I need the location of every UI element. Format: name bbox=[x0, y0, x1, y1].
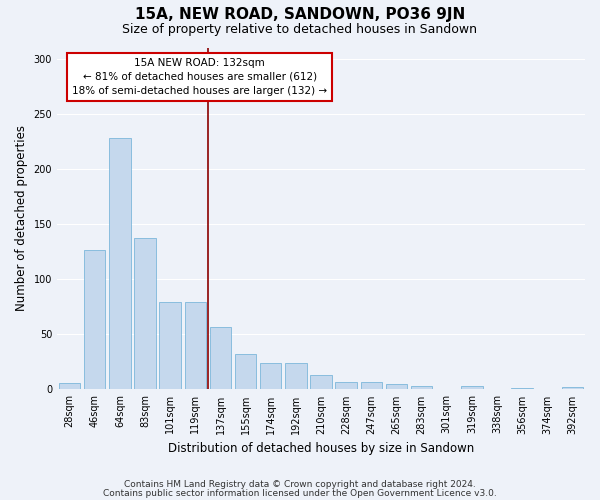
Bar bbox=[109, 138, 131, 390]
Bar bbox=[361, 382, 382, 390]
Bar bbox=[335, 382, 357, 390]
Y-axis label: Number of detached properties: Number of detached properties bbox=[15, 126, 28, 312]
Bar bbox=[285, 363, 307, 390]
Text: Contains HM Land Registry data © Crown copyright and database right 2024.: Contains HM Land Registry data © Crown c… bbox=[124, 480, 476, 489]
Bar bbox=[59, 383, 80, 390]
Bar bbox=[185, 302, 206, 390]
Bar bbox=[134, 238, 156, 390]
Bar bbox=[511, 388, 533, 390]
Text: 15A NEW ROAD: 132sqm
← 81% of detached houses are smaller (612)
18% of semi-deta: 15A NEW ROAD: 132sqm ← 81% of detached h… bbox=[72, 58, 327, 96]
Text: Size of property relative to detached houses in Sandown: Size of property relative to detached ho… bbox=[122, 22, 478, 36]
Text: 15A, NEW ROAD, SANDOWN, PO36 9JN: 15A, NEW ROAD, SANDOWN, PO36 9JN bbox=[135, 8, 465, 22]
Bar bbox=[386, 384, 407, 390]
Text: Contains public sector information licensed under the Open Government Licence v3: Contains public sector information licen… bbox=[103, 489, 497, 498]
Bar bbox=[411, 386, 432, 390]
Bar bbox=[310, 375, 332, 390]
Bar bbox=[210, 326, 231, 390]
Bar bbox=[562, 387, 583, 390]
X-axis label: Distribution of detached houses by size in Sandown: Distribution of detached houses by size … bbox=[168, 442, 474, 455]
Bar bbox=[160, 302, 181, 390]
Bar bbox=[235, 354, 256, 390]
Bar bbox=[260, 363, 281, 390]
Bar bbox=[84, 250, 106, 390]
Bar bbox=[461, 386, 482, 390]
